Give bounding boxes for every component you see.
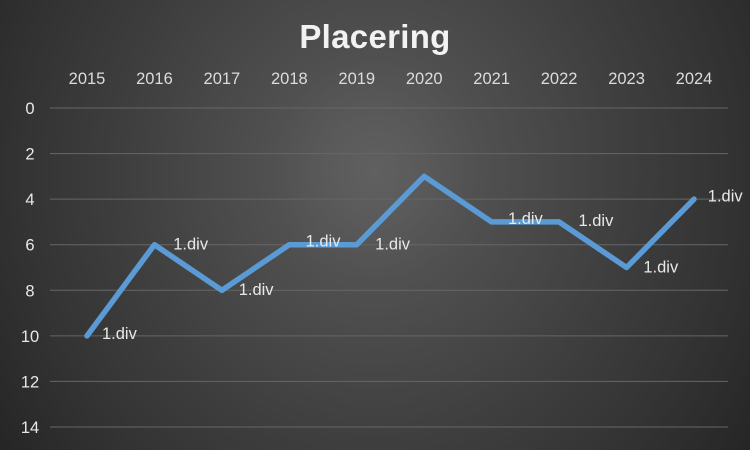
svg-text:2: 2	[25, 146, 34, 164]
svg-text:0: 0	[25, 100, 34, 118]
svg-text:1.div: 1.div	[239, 281, 275, 299]
svg-text:2017: 2017	[204, 70, 241, 88]
svg-text:2020: 2020	[406, 70, 443, 88]
svg-text:1.div: 1.div	[508, 210, 544, 228]
svg-text:2018: 2018	[271, 70, 308, 88]
svg-text:8: 8	[25, 282, 34, 300]
svg-text:1.div: 1.div	[306, 233, 342, 251]
svg-text:2022: 2022	[541, 70, 578, 88]
svg-text:2024: 2024	[676, 70, 713, 88]
svg-text:14: 14	[21, 419, 39, 437]
svg-text:1.div: 1.div	[579, 212, 615, 230]
svg-text:1.div: 1.div	[643, 259, 679, 277]
svg-text:1.div: 1.div	[708, 187, 744, 205]
svg-text:2019: 2019	[338, 70, 375, 88]
svg-text:2016: 2016	[136, 70, 173, 88]
svg-text:2021: 2021	[473, 70, 510, 88]
svg-text:1.div: 1.div	[102, 325, 138, 343]
svg-text:4: 4	[25, 191, 34, 209]
svg-text:1.div: 1.div	[375, 236, 411, 254]
svg-text:12: 12	[21, 373, 39, 391]
svg-text:6: 6	[25, 237, 34, 255]
svg-text:1.div: 1.div	[173, 235, 209, 253]
svg-text:2015: 2015	[69, 70, 106, 88]
svg-text:2023: 2023	[608, 70, 645, 88]
svg-text:10: 10	[21, 328, 39, 346]
